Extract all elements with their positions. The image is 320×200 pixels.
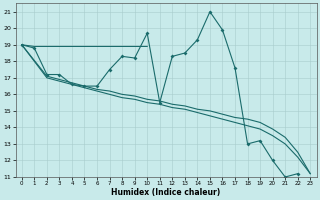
X-axis label: Humidex (Indice chaleur): Humidex (Indice chaleur) <box>111 188 221 197</box>
